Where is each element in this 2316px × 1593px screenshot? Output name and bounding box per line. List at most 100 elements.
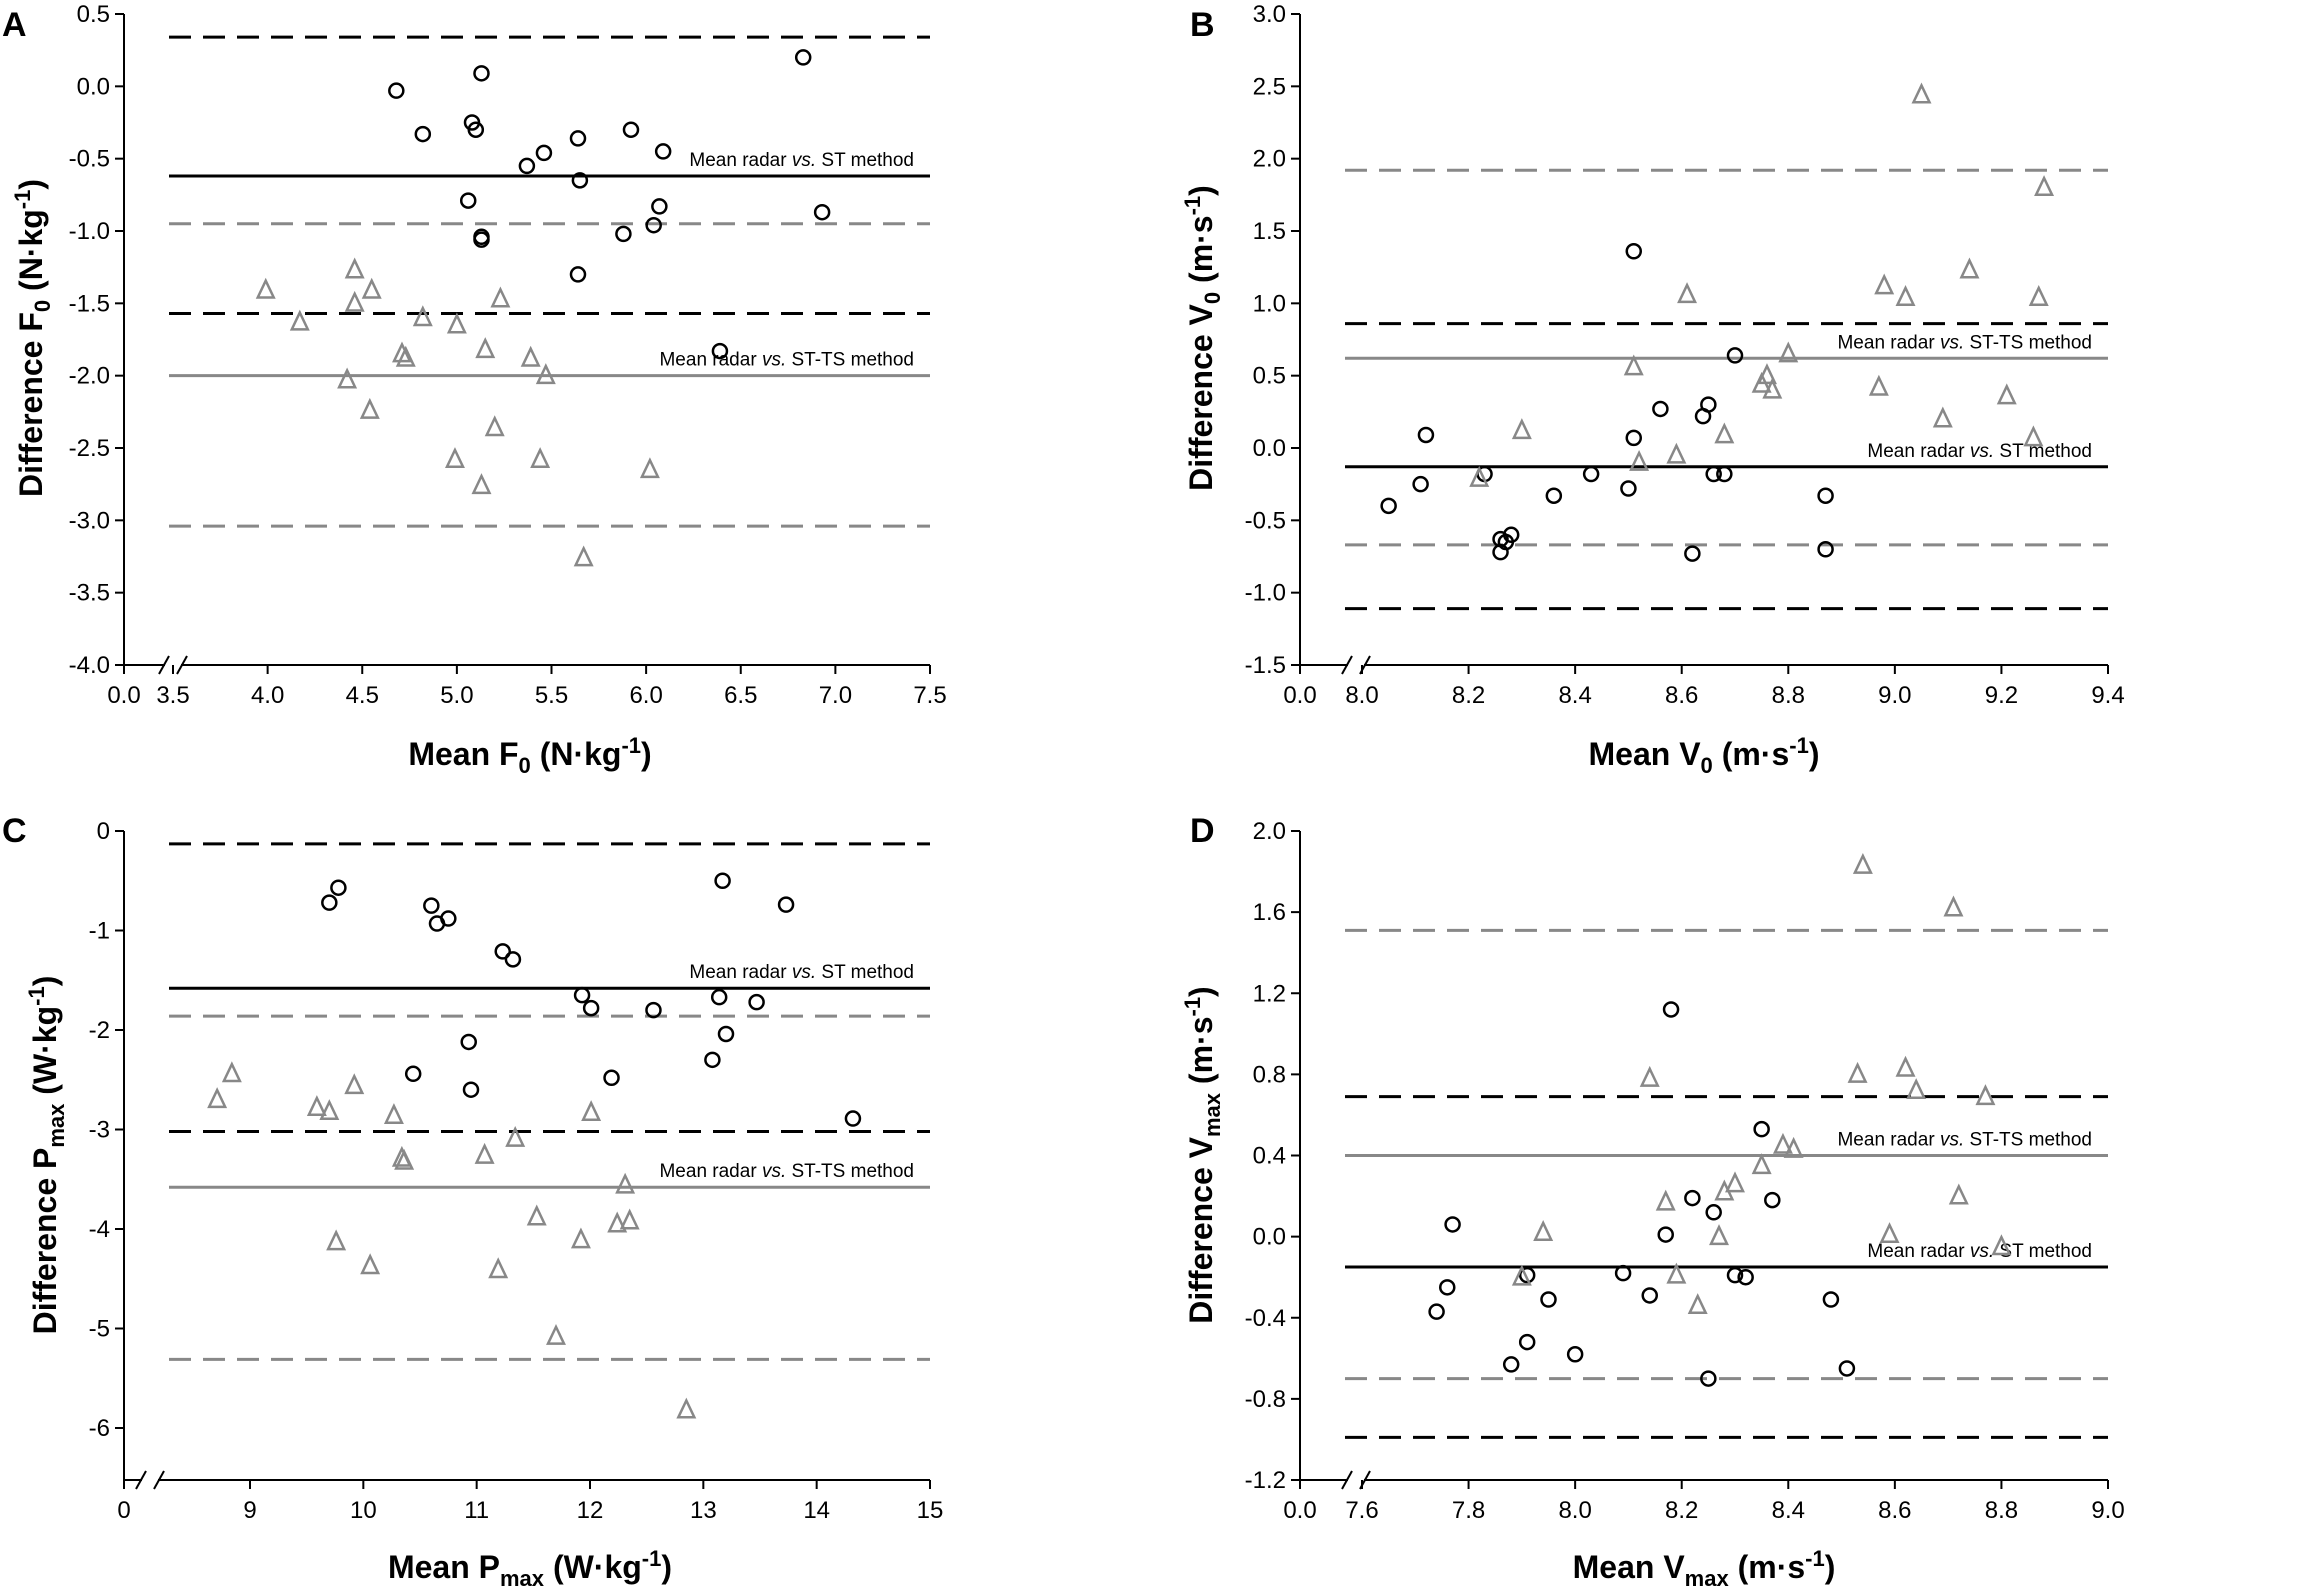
data-point-circle	[414, 125, 432, 143]
y-axis-title: Difference Pmax (W·kg-1)	[24, 976, 69, 1335]
data-point-triangle	[535, 363, 556, 385]
data-point-triangle	[361, 277, 382, 299]
data-point-triangle	[1895, 1055, 1916, 1077]
x-tick-label: 8.8	[1772, 682, 1805, 709]
data-point-circle	[1652, 400, 1669, 418]
data-point-triangle	[1751, 1153, 1772, 1175]
data-point-triangle	[1511, 418, 1532, 440]
data-point-circle	[1545, 487, 1563, 504]
title-part: (W·kg	[27, 1006, 63, 1104]
data-point-triangle	[1778, 341, 1799, 363]
x-tick-label: 8.6	[1878, 1497, 1911, 1524]
label-part: Mean radar	[1867, 441, 1969, 462]
data-point-circle	[622, 121, 640, 138]
data-point-triangle	[445, 447, 465, 469]
data-point-circle	[1705, 1204, 1722, 1221]
title-subscript: max	[1685, 1566, 1730, 1591]
title-part: )	[1183, 185, 1219, 196]
label-part: ST-TS method	[1964, 1130, 2092, 1151]
x-tick-label: 7.6	[1345, 1497, 1378, 1524]
data-point-triangle	[1959, 257, 1980, 279]
bias-line-label: Mean radar vs. ST-TS method	[1837, 1130, 2092, 1151]
title-superscript: -1	[24, 986, 49, 1006]
data-point-triangle	[1932, 406, 1953, 428]
data-point-circle	[1822, 1291, 1840, 1308]
y-tick-label: -2.0	[69, 363, 110, 390]
y-tick-label: -5	[89, 1316, 110, 1343]
x-axis-title: Mean F0 (N·kg-1)	[408, 733, 651, 778]
label-part: ST method	[816, 150, 914, 171]
label-part: ST method	[1994, 441, 2092, 462]
data-point-triangle	[1911, 82, 1932, 104]
label-part: ST method	[1994, 1241, 2092, 1262]
bias-line-label: Mean radar vs. ST method	[689, 962, 914, 983]
data-point-circle	[1625, 429, 1643, 447]
data-point-circle	[1380, 497, 1397, 515]
title-part: )	[1183, 986, 1219, 997]
data-point-triangle	[255, 277, 276, 299]
title-part: (m·s	[1183, 215, 1219, 291]
y-tick-label: -1.5	[1245, 652, 1286, 679]
data-point-circle	[651, 198, 668, 215]
y-tick-label: -1.0	[1245, 580, 1286, 607]
data-point-triangle	[1511, 1264, 1532, 1286]
data-point-circle	[1428, 1303, 1445, 1320]
data-point-circle	[571, 172, 589, 189]
x-tick-label: 14	[803, 1497, 830, 1524]
data-point-circle	[1684, 545, 1701, 562]
data-point-triangle	[1772, 1132, 1793, 1154]
data-point-triangle	[1991, 1234, 2012, 1256]
bias-line-label: Mean radar vs. ST method	[689, 150, 914, 171]
data-point-triangle	[484, 415, 505, 437]
bias-line-label: Mean radar vs. ST method	[1867, 1241, 2092, 1262]
data-point-triangle	[1879, 1222, 1900, 1244]
title-part: )	[1809, 736, 1820, 772]
data-point-circle	[1439, 1279, 1456, 1296]
data-point-circle	[473, 65, 490, 82]
y-tick-label: -0.4	[1245, 1305, 1286, 1332]
data-point-triangle	[446, 312, 467, 334]
data-point-triangle	[1709, 1224, 1729, 1246]
data-point-circle	[1444, 1216, 1461, 1233]
label-part: ST-TS method	[786, 350, 914, 371]
data-point-triangle	[306, 1095, 327, 1117]
y-tick-label: -1.0	[69, 218, 110, 245]
data-point-circle	[714, 872, 731, 889]
title-subscript: max	[500, 1566, 545, 1591]
y-tick-label: -1	[89, 918, 110, 945]
title-part: (m·s	[1729, 1549, 1805, 1585]
x-tick-label: 8.8	[1985, 1497, 2018, 1524]
data-point-circle	[1726, 347, 1744, 364]
label-part: Mean radar	[1837, 1130, 1939, 1151]
data-point-circle	[1817, 487, 1834, 504]
data-point-circle	[844, 1110, 862, 1127]
data-point-circle	[704, 1051, 721, 1069]
bias-line-label: Mean radar vs. ST method	[1867, 441, 2092, 462]
data-point-triangle	[1533, 1220, 1554, 1242]
data-point-triangle	[1996, 383, 2017, 405]
data-point-circle	[473, 231, 490, 248]
data-point-triangle	[383, 1103, 404, 1125]
data-point-circle	[404, 1065, 422, 1083]
data-point-triangle	[526, 1204, 547, 1226]
panel-letter: B	[1190, 6, 1215, 44]
data-point-triangle	[344, 1073, 365, 1095]
data-point-triangle	[570, 1227, 591, 1249]
data-point-triangle	[2028, 285, 2049, 306]
label-part: ST-TS method	[1964, 332, 2092, 353]
data-point-triangle	[412, 305, 433, 327]
data-point-circle	[1817, 541, 1834, 558]
x-tick-label: 8.2	[1665, 1497, 1698, 1524]
title-superscript: -1	[642, 1546, 662, 1571]
x-tick-label-origin: 0.0	[1283, 1497, 1316, 1524]
data-point-circle	[467, 121, 485, 138]
title-part: (m·s	[1183, 1016, 1219, 1092]
label-part: Mean radar	[1837, 332, 1939, 353]
y-tick-label: -1.5	[69, 290, 110, 317]
title-part: (N·kg	[13, 209, 49, 300]
y-axis-title: Difference Vmax (m·s-1)	[1180, 986, 1225, 1323]
y-tick-label: 0.4	[1253, 1143, 1286, 1170]
x-tick-label-origin: 0.0	[1283, 682, 1316, 709]
data-point-triangle	[1762, 377, 1783, 399]
axis-break-mark	[176, 655, 188, 675]
